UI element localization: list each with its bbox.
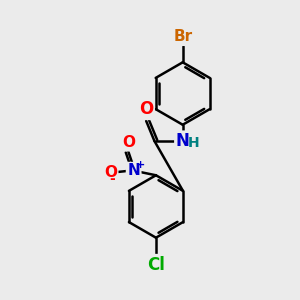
Text: N: N: [176, 132, 190, 150]
Text: Cl: Cl: [147, 256, 165, 274]
Text: N: N: [127, 163, 140, 178]
Text: +: +: [136, 160, 145, 170]
Text: O: O: [122, 135, 135, 150]
Text: O: O: [139, 100, 153, 118]
Text: O: O: [104, 165, 117, 180]
Text: H: H: [188, 136, 200, 150]
Text: Br: Br: [173, 29, 192, 44]
Text: -: -: [109, 172, 115, 186]
